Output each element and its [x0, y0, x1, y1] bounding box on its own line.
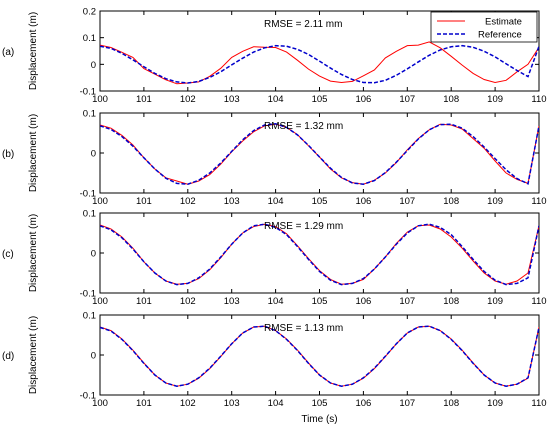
x-tick-label: 107 — [399, 196, 415, 207]
y-tick-label: 0 — [91, 351, 96, 362]
legend-reference-label: Reference — [478, 30, 522, 41]
reference-line — [100, 44, 539, 84]
x-tick-label: 110 — [531, 94, 546, 105]
y-tick-label: -0.1 — [80, 87, 96, 98]
x-tick-label: 109 — [487, 196, 503, 207]
x-tick-label: 100 — [92, 398, 108, 409]
rmse-annotation: RMSE = 1.13 mm — [264, 323, 343, 334]
panel-tag: (a) — [2, 47, 14, 58]
x-tick-label: 110 — [531, 296, 546, 307]
x-tick-label: 104 — [268, 296, 284, 307]
x-tick-label: 109 — [487, 398, 503, 409]
y-axis-label: Displacement (m) — [28, 12, 39, 90]
x-tick-label: 110 — [531, 398, 546, 409]
y-tick-label: -0.1 — [80, 189, 96, 200]
x-tick-label: 107 — [399, 296, 415, 307]
x-axis-label: Time (s) — [301, 414, 337, 425]
x-tick-label: 102 — [180, 94, 196, 105]
x-tick-label: 102 — [180, 398, 196, 409]
y-axis-label: Displacement (m) — [28, 214, 39, 292]
legend: Estimate Reference — [430, 11, 538, 43]
y-tick-label: 0 — [91, 249, 96, 260]
panel-tag: (d) — [2, 351, 14, 362]
panel-0: 100 101 102 103 104 105 106 107 108 109 110 -0.1 0 0.… — [2, 7, 547, 106]
x-tick-label: 108 — [443, 398, 459, 409]
x-tick-label: 110 — [531, 196, 546, 207]
x-tick-label: 104 — [268, 196, 284, 207]
x-tick-label: 106 — [355, 196, 371, 207]
legend-estimate-label: Estimate — [485, 17, 522, 28]
panel-1: 100 101 102 103 104 105 106 107 108 109 110 -0.1 0 0.… — [2, 109, 547, 208]
panel-tag: (b) — [2, 149, 14, 160]
y-tick-label: 0.1 — [83, 109, 96, 120]
x-tick-label: 100 — [92, 296, 108, 307]
x-tick-label: 105 — [312, 296, 328, 307]
x-tick-label: 104 — [268, 94, 284, 105]
x-tick-label: 105 — [312, 398, 328, 409]
y-tick-label: 0.1 — [83, 209, 96, 220]
x-tick-label: 103 — [224, 296, 240, 307]
reference-line — [100, 123, 539, 185]
x-tick-label: 109 — [487, 94, 503, 105]
x-tick-label: 103 — [224, 196, 240, 207]
reference-line — [100, 325, 539, 387]
x-tick-label: 101 — [136, 94, 152, 105]
y-tick-label: -0.1 — [80, 391, 96, 402]
estimate-line — [100, 41, 539, 85]
x-tick-label: 101 — [136, 296, 152, 307]
x-tick-label: 108 — [443, 296, 459, 307]
x-tick-label: 102 — [180, 196, 196, 207]
y-tick-label: 0.1 — [83, 33, 96, 44]
x-tick-label: 101 — [136, 196, 152, 207]
x-tick-label: 105 — [312, 94, 328, 105]
x-tick-label: 109 — [487, 296, 503, 307]
x-tick-label: 101 — [136, 398, 152, 409]
y-tick-label: 0.1 — [83, 311, 96, 322]
x-tick-label: 106 — [355, 296, 371, 307]
panel-tag: (c) — [2, 249, 14, 260]
rmse-annotation: RMSE = 1.29 mm — [264, 221, 343, 232]
y-tick-label: 0.2 — [83, 7, 96, 18]
x-tick-label: 100 — [92, 94, 108, 105]
y-axis-label: Displacement (m) — [28, 316, 39, 394]
x-tick-label: 103 — [224, 398, 240, 409]
panel-3: 100 101 102 103 104 105 106 107 108 109 110 -0.1 0 0.… — [2, 311, 547, 410]
x-tick-label: 108 — [443, 196, 459, 207]
rmse-annotation: RMSE = 1.32 mm — [264, 121, 343, 132]
reference-line — [100, 223, 539, 286]
x-tick-label: 107 — [399, 398, 415, 409]
x-tick-label: 104 — [268, 398, 284, 409]
x-tick-label: 105 — [312, 196, 328, 207]
legend-box — [430, 11, 538, 43]
y-tick-label: -0.1 — [80, 289, 96, 300]
x-tick-label: 106 — [355, 94, 371, 105]
y-axis-label: Displacement (m) — [28, 114, 39, 192]
y-tick-label: 0 — [91, 149, 96, 160]
rmse-annotation: RMSE = 2.11 mm — [264, 19, 342, 30]
panel-2: 100 101 102 103 104 105 106 107 108 109 110 -0.1 0 0.… — [2, 209, 547, 308]
x-tick-label: 102 — [180, 296, 196, 307]
x-tick-label: 106 — [355, 398, 371, 409]
x-tick-label: 100 — [92, 196, 108, 207]
x-tick-label: 108 — [443, 94, 459, 105]
y-tick-label: 0 — [91, 60, 96, 71]
x-tick-label: 107 — [399, 94, 415, 105]
x-tick-label: 103 — [224, 94, 240, 105]
